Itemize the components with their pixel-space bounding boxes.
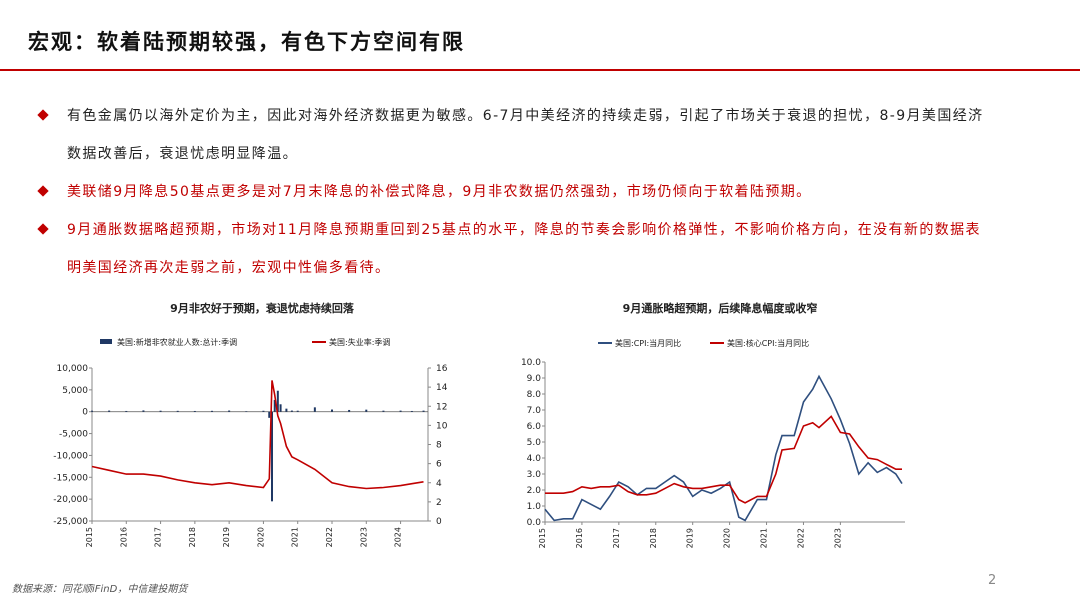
chart-title: 9月通胀略超预期，后续降息幅度或收窄	[623, 301, 818, 315]
y2-tick-label: 14	[436, 383, 448, 393]
bar	[399, 410, 402, 412]
bar	[285, 408, 288, 412]
x-tick-label: 2015	[538, 528, 547, 548]
y2-tick-label: 16	[436, 364, 448, 374]
y-tick-label: 3.0	[527, 470, 542, 480]
x-tick-label: 2018	[188, 527, 197, 547]
bar	[125, 410, 128, 412]
x-tick-label: 2021	[760, 528, 769, 548]
y-tick-label: 10.0	[521, 358, 541, 368]
title-rule	[0, 69, 1080, 71]
bar	[271, 411, 273, 502]
legend-label: 美国:CPI:当月同比	[615, 338, 681, 348]
line	[91, 380, 424, 490]
y-tick-label: 9.0	[527, 374, 542, 384]
x-tick-label: 2022	[796, 528, 805, 548]
bar	[245, 411, 248, 412]
x-tick-label: 2016	[575, 528, 584, 548]
y2-tick-label: 2	[436, 498, 442, 508]
page-number: 2	[988, 573, 997, 588]
legend-label: 美国:新增非农就业人数:总计:季调	[117, 337, 237, 347]
y-tick-label: -20,000	[53, 495, 88, 505]
x-tick-label: 2023	[359, 527, 368, 547]
bar	[193, 410, 196, 412]
y-tick-label: -5,000	[59, 430, 88, 440]
x-tick-label: 2019	[222, 527, 231, 547]
y-tick-label: 4.0	[527, 454, 542, 464]
x-tick-label: 2018	[649, 528, 658, 548]
x-tick-label: 2024	[394, 527, 403, 547]
y2-tick-label: 4	[436, 479, 442, 489]
slide-title: 宏观：软着陆预期较强，有色下方空间有限	[28, 30, 465, 54]
bullet: 有色金属仍以海外定价为主，因此对海外经济数据更为敏感。6-7月中美经济的持续走弱…	[36, 97, 996, 173]
bar	[262, 410, 265, 412]
bar	[290, 410, 293, 412]
bar	[410, 410, 413, 412]
y-tick-label: 10,000	[57, 364, 89, 374]
bullet: 9月通胀数据略超预期，市场对11月降息预期重回到25基点的水平，降息的节奏会影响…	[36, 211, 996, 287]
bar	[348, 409, 351, 412]
bar	[276, 390, 279, 412]
bar	[279, 404, 282, 412]
bar	[313, 407, 316, 412]
bar	[211, 410, 213, 412]
y-tick-label: 8.0	[527, 390, 542, 400]
y-tick-label: -15,000	[53, 473, 88, 483]
y2-tick-label: 6	[436, 460, 442, 470]
line	[545, 415, 902, 504]
bullet-text: 9月通胀数据略超预期，市场对11月降息预期重回到25基点的水平，降息的节奏会影响…	[67, 222, 981, 276]
x-tick-label: 2022	[325, 527, 334, 547]
chart-title: 9月非农好于预期，衰退忧虑持续回落	[170, 301, 355, 315]
bar	[91, 410, 93, 412]
y-tick-label: -10,000	[53, 451, 88, 461]
y-tick-label: 2.0	[527, 486, 542, 496]
legend-label: 美国:核心CPI:当月同比	[727, 338, 809, 348]
x-tick-label: 2021	[291, 527, 300, 547]
bar	[268, 411, 271, 418]
bar	[382, 410, 385, 412]
bullet: 美联储9月降息50基点更多是对7月末降息的补偿式降息，9月非农数据仍然强劲，市场…	[36, 173, 996, 211]
bullet-text: 有色金属仍以海外定价为主，因此对海外经济数据更为敏感。6-7月中美经济的持续走弱…	[67, 108, 984, 162]
y2-tick-label: 10	[436, 421, 448, 431]
x-tick-label: 2019	[686, 528, 695, 548]
y-tick-label: -25,000	[53, 517, 88, 527]
x-tick-label: 2020	[723, 528, 732, 548]
y-tick-label: 0.0	[527, 518, 542, 528]
y-tick-label: 6.0	[527, 422, 542, 432]
x-tick-label: 2015	[85, 527, 94, 547]
bullet-text: 美联储9月降息50基点更多是对7月末降息的补偿式降息，9月非农数据仍然强劲，市场…	[67, 184, 812, 200]
bar	[273, 399, 276, 412]
y2-tick-label: 8	[436, 441, 442, 451]
bar	[159, 410, 162, 412]
x-tick-label: 2017	[612, 528, 621, 548]
bar	[176, 410, 179, 412]
bar	[228, 410, 231, 412]
bar	[365, 409, 368, 412]
y-tick-label: 7.0	[527, 406, 542, 416]
x-tick-label: 2020	[256, 527, 265, 547]
x-tick-label: 2023	[833, 528, 842, 548]
bar	[422, 410, 425, 412]
y-tick-label: 1.0	[527, 502, 542, 512]
y-tick-label: 5.0	[527, 438, 542, 448]
x-tick-label: 2017	[154, 527, 163, 547]
y-tick-label: 5,000	[62, 386, 88, 396]
bar	[331, 409, 333, 412]
bar	[108, 410, 111, 412]
bar	[142, 410, 145, 412]
legend-swatch	[100, 339, 112, 344]
line	[544, 374, 903, 522]
source-note: 数据来源：同花顺iFinD，中信建投期货	[12, 584, 188, 595]
x-tick-label: 2016	[119, 527, 128, 547]
legend-label: 美国:失业率:季调	[329, 337, 390, 347]
y2-tick-label: 12	[436, 402, 447, 412]
y2-tick-label: 0	[436, 517, 442, 527]
bar	[296, 410, 299, 412]
y-tick-label: 0	[82, 408, 88, 418]
